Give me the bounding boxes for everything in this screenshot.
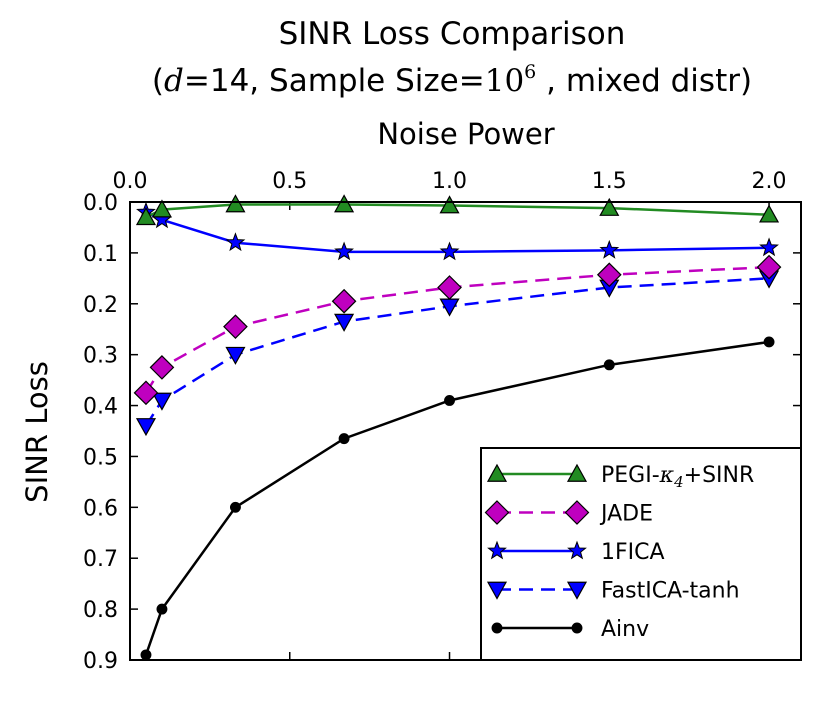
data-point-marker xyxy=(444,395,455,406)
data-point-marker xyxy=(135,207,157,226)
data-point-marker xyxy=(331,288,357,314)
title-end: , mixed distr) xyxy=(536,63,752,99)
data-point-marker xyxy=(763,336,775,348)
y-axis-label: SINR Loss xyxy=(20,361,54,503)
x-tick-label: 1.5 xyxy=(592,169,627,194)
data-point-marker xyxy=(223,314,248,340)
y-tick-label: 0.9 xyxy=(83,649,118,674)
data-point-marker xyxy=(225,194,246,213)
y-tick-label: 0.8 xyxy=(83,598,118,623)
title-power-exponent: 6 xyxy=(524,61,536,83)
legend-marker xyxy=(567,540,587,560)
data-point-marker xyxy=(334,241,354,261)
data-point-marker xyxy=(759,237,779,257)
legend-label: 1FICA xyxy=(601,540,665,565)
legend-marker xyxy=(566,463,588,482)
data-point-marker xyxy=(759,204,780,223)
x-axis-label: Noise Power xyxy=(377,117,554,151)
legend-marker xyxy=(484,500,510,525)
data-point-marker xyxy=(334,194,355,213)
data-point-marker xyxy=(437,275,462,300)
data-point-marker xyxy=(151,392,172,411)
y-tick-label: 0.1 xyxy=(83,242,118,267)
data-point-marker xyxy=(338,433,350,445)
x-tick-label: 1.0 xyxy=(432,169,467,194)
data-point-marker xyxy=(756,254,782,280)
legend-label: PEGI-κ4+SINR xyxy=(601,463,754,491)
data-point-marker xyxy=(133,380,159,406)
title-power-base: 10 xyxy=(485,63,524,99)
data-point-marker xyxy=(225,346,246,365)
data-point-marker xyxy=(334,313,355,332)
legend-marker xyxy=(487,540,507,560)
legend-marker xyxy=(491,622,503,634)
data-point-marker xyxy=(599,239,620,259)
y-tick-label: 0.6 xyxy=(83,496,118,521)
legend-marker xyxy=(486,463,508,482)
y-tick-label: 0.4 xyxy=(83,395,118,420)
x-tick-label: 2.0 xyxy=(752,169,787,194)
data-point-marker xyxy=(135,418,157,437)
title-d-symbol: d xyxy=(164,63,184,99)
legend: PEGI-κ4+SINR JADE 1FICA FastICA-tanh Ainv xyxy=(480,447,802,661)
legend-label: Ainv xyxy=(601,617,649,642)
plot-frame xyxy=(129,201,802,661)
title-open-paren: ( xyxy=(152,63,164,99)
y-tick-label: 0.3 xyxy=(83,344,118,369)
data-point-marker xyxy=(439,195,460,214)
legend-label: FastICA-tanh xyxy=(601,579,740,604)
y-tick-label: 0.5 xyxy=(83,445,118,470)
x-tick-label: 0.0 xyxy=(113,169,148,194)
data-point-marker xyxy=(140,649,152,661)
data-point-marker xyxy=(225,232,246,252)
legend-marker xyxy=(564,500,590,525)
data-point-marker xyxy=(151,199,172,218)
legend-label: JADE xyxy=(599,502,653,527)
data-point-marker xyxy=(229,501,241,513)
data-point-marker xyxy=(603,359,615,371)
x-tick-label: 0.5 xyxy=(272,169,307,194)
data-point-marker xyxy=(439,241,460,261)
legend-marker xyxy=(566,581,588,600)
legend-marker xyxy=(486,581,508,600)
chart-title-line1: SINR Loss Comparison xyxy=(279,16,626,52)
legend-marker xyxy=(571,622,583,634)
y-tick-label: 0.7 xyxy=(83,547,118,572)
legend-box xyxy=(480,447,802,661)
title-middle: =14, Sample Size= xyxy=(184,63,485,99)
data-point-marker xyxy=(599,197,620,216)
data-point-marker xyxy=(596,262,622,288)
y-tick-label: 0.0 xyxy=(83,191,118,216)
data-point-marker xyxy=(149,355,175,380)
data-point-marker xyxy=(156,603,168,615)
y-tick-label: 0.2 xyxy=(83,293,118,318)
chart-title-line2: (d=14, Sample Size=106 , mixed distr) xyxy=(152,61,752,99)
